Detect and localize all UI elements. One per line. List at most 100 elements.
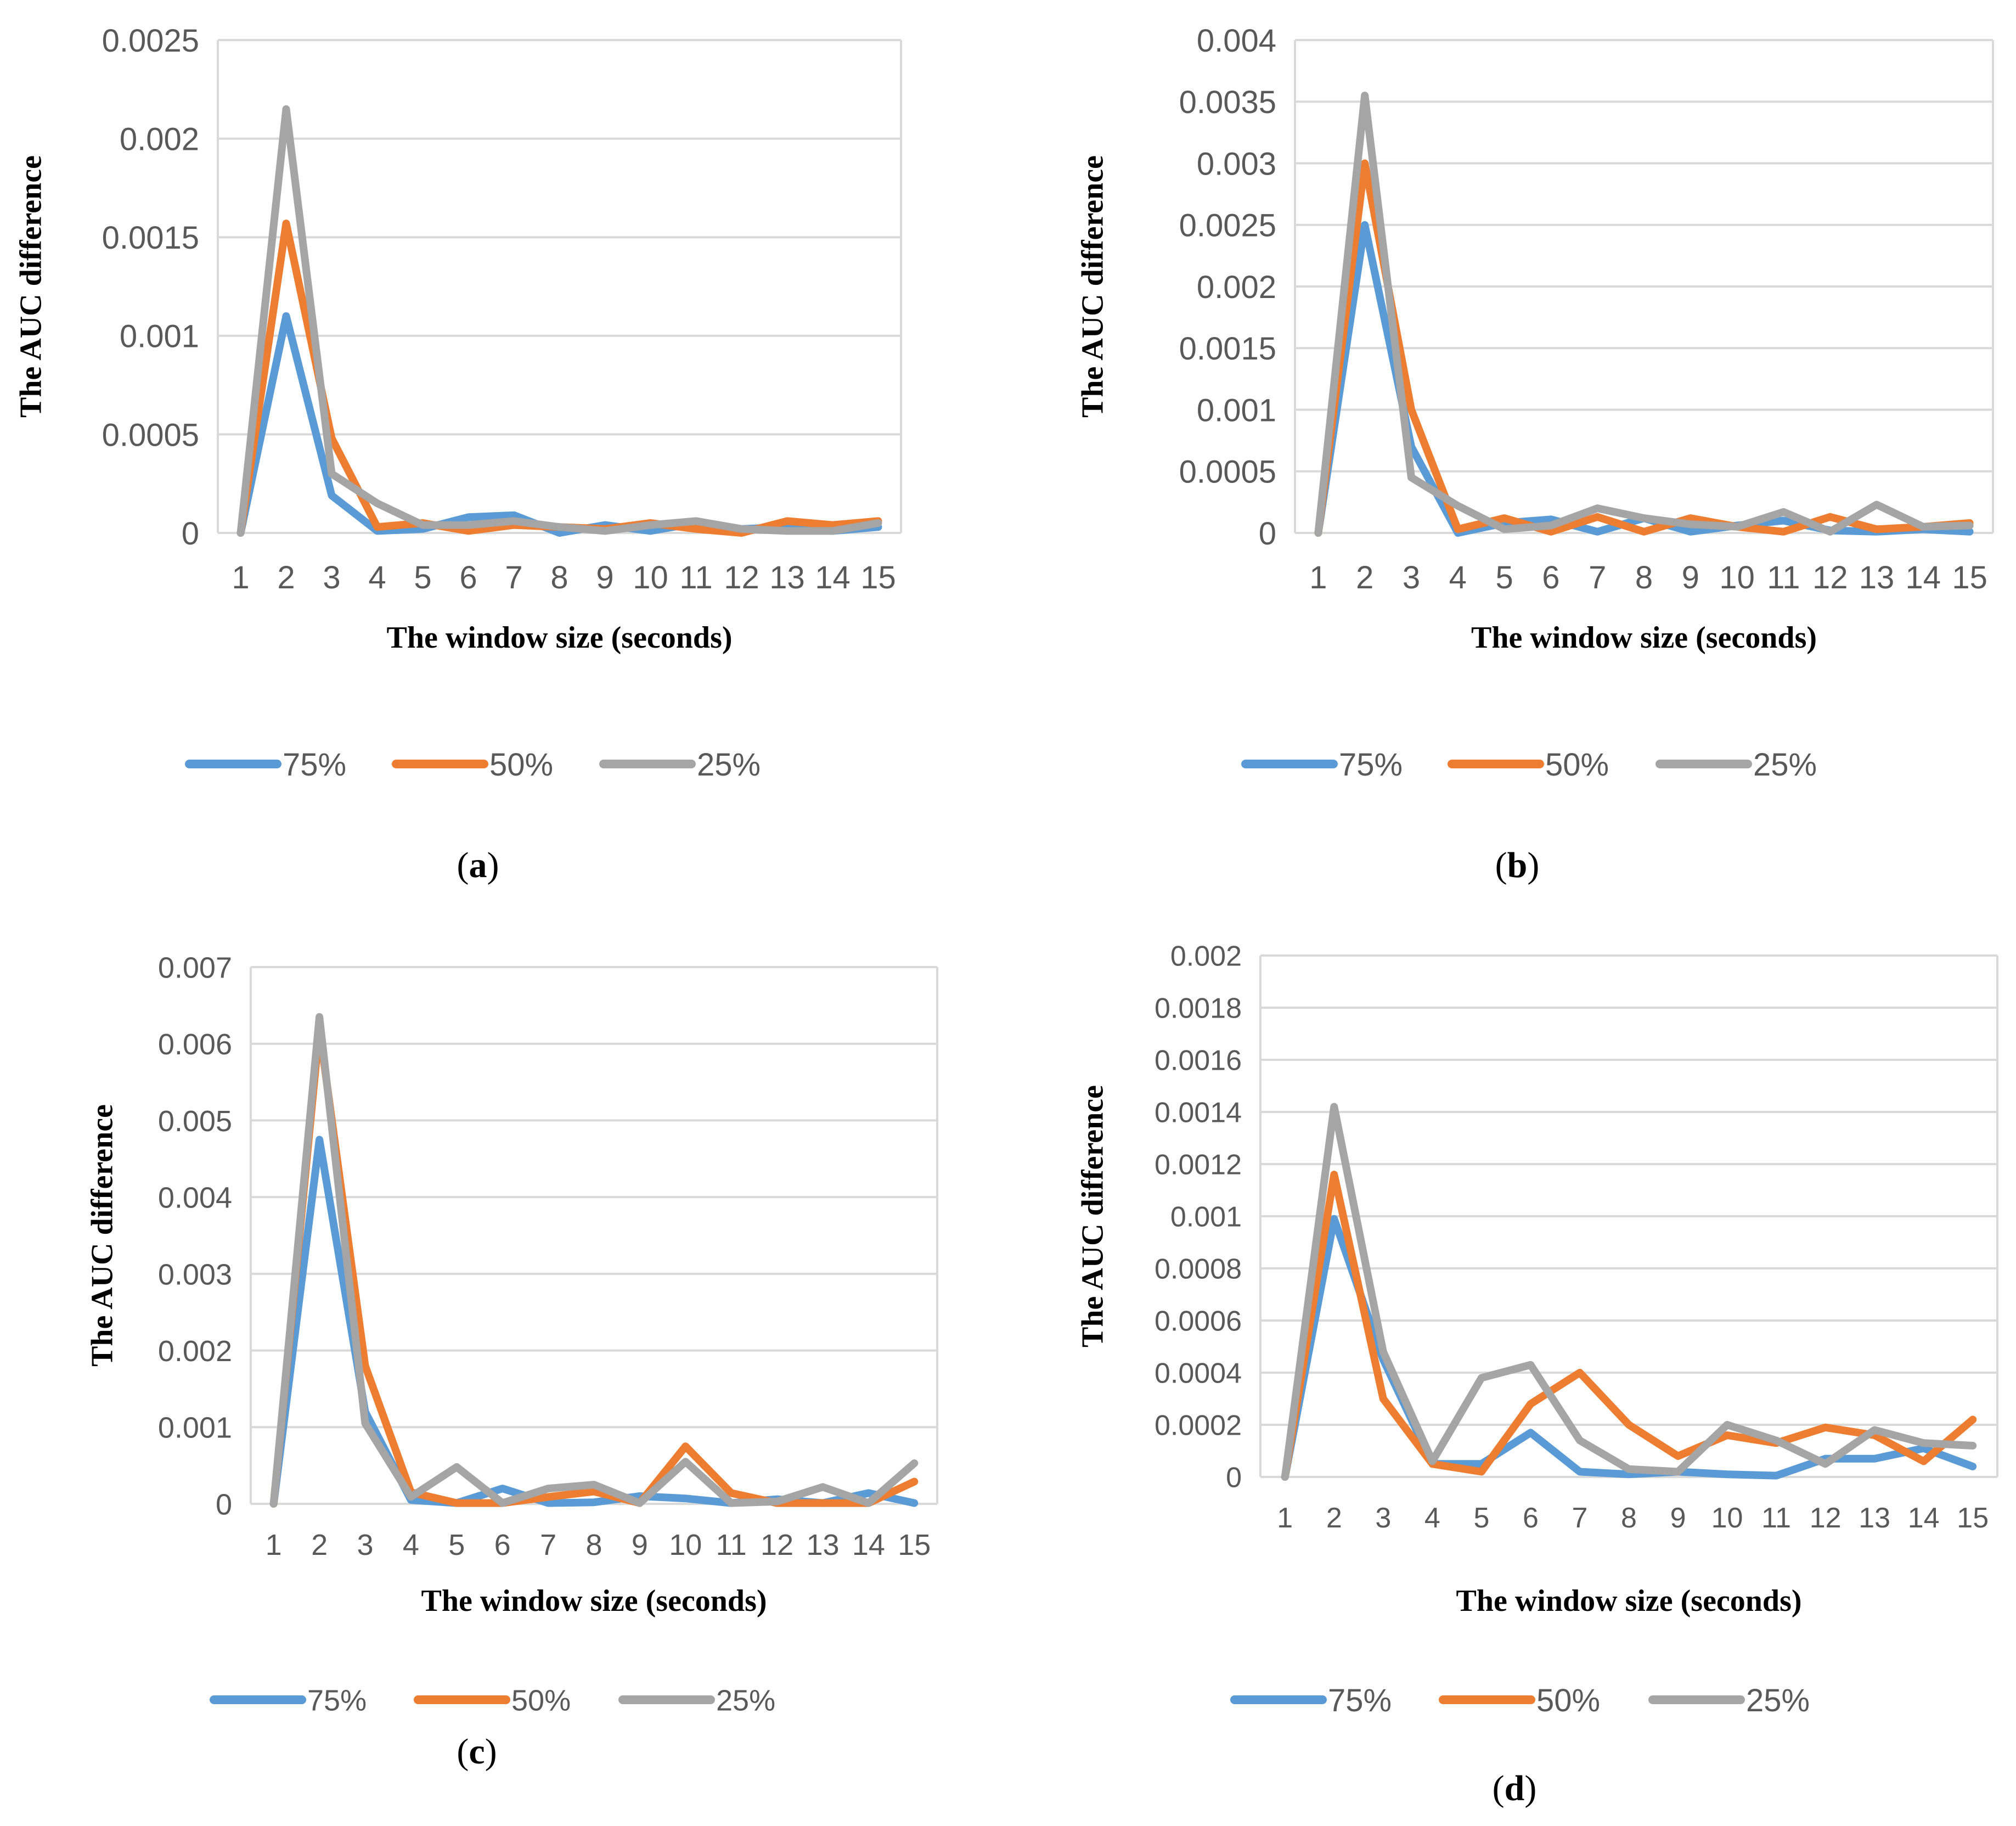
y-axis-title: The AUC difference <box>1076 155 1110 418</box>
x-tick-label: 6 <box>494 1529 511 1561</box>
legend: 75% 50% 25% <box>1230 1683 1810 1718</box>
x-tick-label: 1 <box>1309 560 1327 595</box>
legend-label: 25% <box>1746 1683 1810 1718</box>
y-tick-label: 0.001 <box>1170 1201 1242 1233</box>
y-tick-label: 0.0014 <box>1155 1097 1242 1129</box>
series-line-50pct <box>236 220 882 537</box>
legend: 75% 50% 25% <box>185 747 761 783</box>
y-tick-label: 0.002 <box>1197 269 1276 305</box>
y-tick-label: 0 <box>216 1488 232 1521</box>
x-tick-label: 1 <box>1277 1502 1293 1534</box>
x-tick-label: 8 <box>1621 1502 1637 1534</box>
y-tick-label: 0.0004 <box>1155 1358 1242 1390</box>
y-tick-label: 0.001 <box>158 1412 232 1445</box>
y-tick-label: 0.0005 <box>102 417 199 453</box>
x-tick-label: 15 <box>1952 560 1987 595</box>
x-tick-label: 6 <box>1523 1502 1539 1534</box>
y-tick-label: 0 <box>1226 1462 1242 1494</box>
x-tick-label: 9 <box>1670 1502 1686 1534</box>
x-tick-label: 3 <box>1403 560 1420 595</box>
x-axis-title: The window size (seconds) <box>1471 621 1817 655</box>
y-axis-ticks: 0 0.0005 0.001 0.0015 0.002 0.0025 0.003 0.0035… <box>1179 23 1276 552</box>
x-axis-title: The window size (seconds) <box>1456 1584 1801 1618</box>
y-tick-label: 0.0008 <box>1155 1254 1242 1285</box>
x-tick-label: 9 <box>596 560 613 595</box>
x-tick-label: 1 <box>232 560 249 595</box>
y-tick-label: 0.002 <box>158 1335 232 1368</box>
x-tick-label: 14 <box>852 1529 885 1561</box>
legend-label: 75% <box>1328 1683 1392 1718</box>
x-tick-label: 14 <box>1908 1502 1940 1534</box>
y-tick-label: 0.0025 <box>102 23 199 59</box>
series-line-50pct <box>269 1024 919 1508</box>
chart-panel-b: 0 0.0005 0.001 0.0015 0.002 0.0025 0.003 0.0035… <box>1076 23 1994 885</box>
x-tick-label: 10 <box>669 1529 702 1561</box>
legend-item: 25% <box>1648 1683 1810 1718</box>
legend-item: 75% <box>1230 1683 1392 1718</box>
legend-label: 75% <box>1339 747 1403 783</box>
legend-label: 75% <box>283 747 346 783</box>
legend-item: 75% <box>185 747 346 783</box>
x-axis-ticks: 1 2 3 4 5 6 7 8 9 10 11 12 13 14 15 <box>266 1529 931 1561</box>
x-tick-label: 2 <box>1356 560 1373 595</box>
legend-label: 50% <box>1545 747 1609 783</box>
x-tick-label: 13 <box>806 1529 839 1561</box>
y-tick-label: 0.003 <box>1197 146 1276 182</box>
y-tick-label: 0.002 <box>1170 941 1242 973</box>
y-tick-label: 0.001 <box>1197 392 1276 428</box>
x-tick-label: 2 <box>1326 1502 1342 1534</box>
x-tick-label: 14 <box>1906 560 1941 595</box>
y-tick-label: 0.0005 <box>1179 454 1276 490</box>
y-axis-title: The AUC difference <box>1076 1085 1110 1347</box>
x-tick-label: 9 <box>1682 560 1699 595</box>
y-axis-ticks: 0 0.001 0.002 0.003 0.004 0.005 0.006 0.007 <box>158 951 232 1521</box>
legend-item: 25% <box>1655 747 1817 783</box>
x-axis-ticks: 1 2 3 4 5 6 7 8 9 10 11 12 13 14 15 <box>232 560 896 595</box>
x-tick-label: 10 <box>1711 1502 1743 1534</box>
x-tick-label: 11 <box>1767 560 1800 595</box>
y-tick-label: 0.0025 <box>1179 208 1276 244</box>
y-tick-label: 0.001 <box>120 319 199 355</box>
series-line-75pct <box>1314 221 1974 537</box>
x-tick-label: 11 <box>1761 1502 1791 1534</box>
legend-label: 75% <box>307 1684 367 1717</box>
series-line-25pct <box>236 105 882 537</box>
x-tick-label: 15 <box>860 560 896 595</box>
y-tick-label: 0.0035 <box>1179 85 1276 120</box>
y-tick-label: 0.007 <box>158 951 232 984</box>
x-tick-label: 11 <box>716 1529 747 1561</box>
series-line-25pct <box>269 1013 919 1508</box>
series-line-50pct <box>1314 159 1974 537</box>
x-tick-label: 13 <box>769 560 805 595</box>
x-tick-label: 10 <box>633 560 668 595</box>
x-axis-ticks: 1 2 3 4 5 6 7 8 9 10 11 12 13 14 15 <box>1309 560 1987 595</box>
panel-letter: b <box>1507 845 1528 885</box>
x-tick-label: 8 <box>585 1529 602 1561</box>
legend-label: 50% <box>489 747 553 783</box>
x-tick-label: 2 <box>311 1529 328 1561</box>
x-tick-label: 9 <box>632 1529 648 1561</box>
x-tick-label: 7 <box>505 560 522 595</box>
y-tick-label: 0.003 <box>158 1258 232 1291</box>
series-line-75pct <box>236 312 882 537</box>
legend-label: 50% <box>1536 1683 1600 1718</box>
x-tick-label: 12 <box>1810 1502 1842 1534</box>
panel-label: (b) <box>1495 845 1540 885</box>
legend-item: 75% <box>1241 747 1403 783</box>
x-tick-label: 5 <box>448 1529 465 1561</box>
y-tick-label: 0.0002 <box>1155 1410 1242 1442</box>
y-tick-label: 0 <box>1259 516 1276 552</box>
x-axis-ticks: 1 2 3 4 5 6 7 8 9 10 11 12 13 14 15 <box>1277 1502 1989 1534</box>
y-tick-label: 0.0015 <box>1179 331 1276 367</box>
y-tick-label: 0.0006 <box>1155 1306 1242 1338</box>
x-tick-label: 4 <box>1424 1502 1440 1534</box>
y-tick-label: 0.0016 <box>1155 1045 1242 1077</box>
x-tick-label: 5 <box>1473 1502 1489 1534</box>
y-tick-label: 0 <box>182 516 199 552</box>
x-tick-label: 5 <box>1495 560 1513 595</box>
legend-label: 50% <box>511 1684 571 1717</box>
x-tick-label: 15 <box>1957 1502 1989 1534</box>
x-tick-label: 4 <box>368 560 386 595</box>
